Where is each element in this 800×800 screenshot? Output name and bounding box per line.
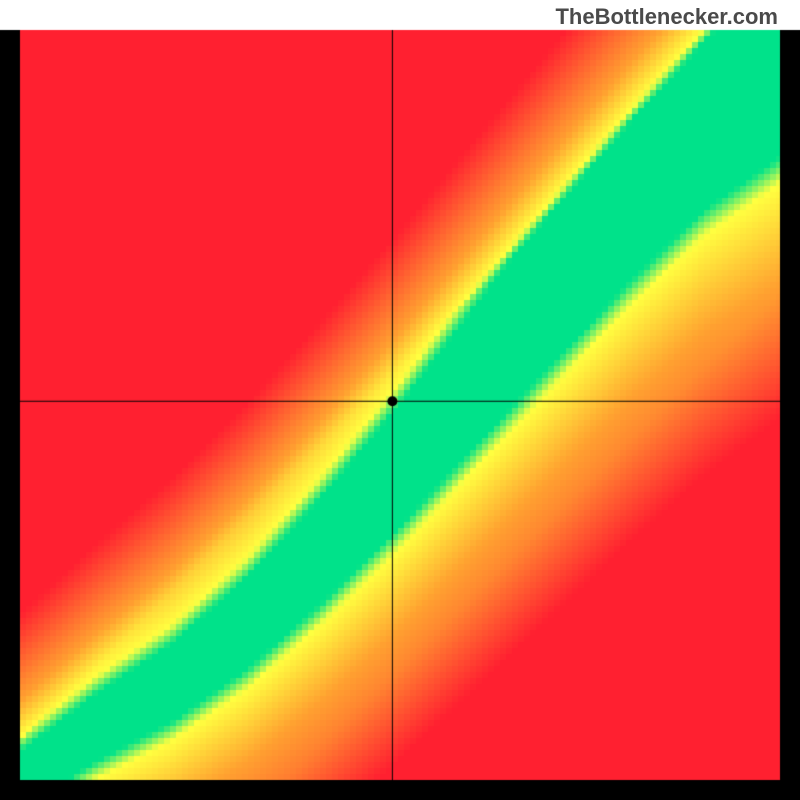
bottleneck-heatmap bbox=[0, 0, 800, 800]
chart-container: TheBottlenecker.com bbox=[0, 0, 800, 800]
watermark-text: TheBottlenecker.com bbox=[555, 4, 778, 30]
